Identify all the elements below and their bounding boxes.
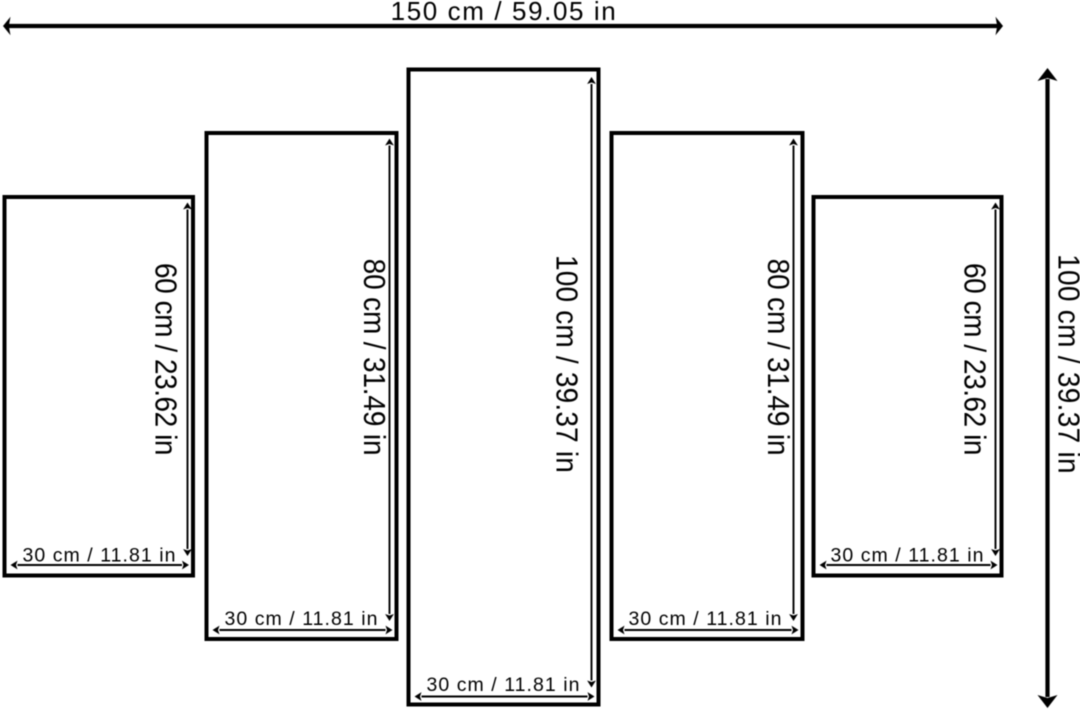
svg-text:60 cm / 23.62 in: 60 cm / 23.62 in bbox=[148, 263, 181, 455]
svg-text:80 cm / 31.49 in: 80 cm / 31.49 in bbox=[357, 259, 390, 456]
svg-text:30 cm / 11.81 in: 30 cm / 11.81 in bbox=[22, 545, 176, 567]
svg-text:100 cm / 39.37 in: 100 cm / 39.37 in bbox=[549, 255, 582, 473]
svg-text:30 cm / 11.81 in: 30 cm / 11.81 in bbox=[628, 608, 782, 630]
svg-text:30 cm / 11.81 in: 30 cm / 11.81 in bbox=[426, 674, 580, 696]
svg-text:60 cm / 23.62 in: 60 cm / 23.62 in bbox=[957, 263, 990, 455]
svg-text:150 cm / 59.05 in: 150 cm / 59.05 in bbox=[391, 0, 618, 26]
svg-text:30 cm / 11.81 in: 30 cm / 11.81 in bbox=[830, 545, 984, 567]
svg-text:80 cm / 31.49 in: 80 cm / 31.49 in bbox=[761, 259, 794, 456]
svg-text:30 cm / 11.81 in: 30 cm / 11.81 in bbox=[224, 608, 378, 630]
svg-text:100 cm / 39.37 in: 100 cm / 39.37 in bbox=[1051, 254, 1080, 474]
